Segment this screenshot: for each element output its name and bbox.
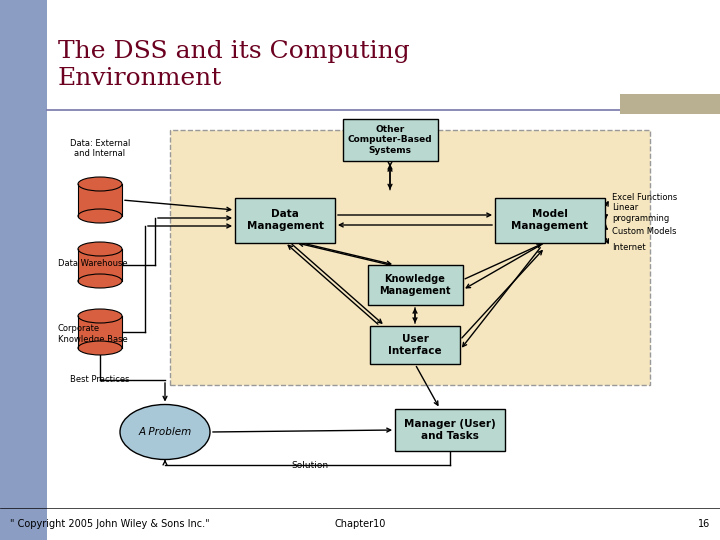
Ellipse shape: [78, 309, 122, 323]
Text: Chapter10: Chapter10: [334, 519, 386, 529]
Text: Environment: Environment: [58, 67, 222, 90]
Text: 16: 16: [698, 519, 710, 529]
Text: Excel Functions: Excel Functions: [612, 193, 678, 202]
Text: Corporate
Knowledge Base: Corporate Knowledge Base: [58, 325, 127, 343]
Bar: [370, 326, 460, 364]
Text: " Copyright 2005 John Wiley & Sons Inc.": " Copyright 2005 John Wiley & Sons Inc.": [10, 519, 210, 529]
Ellipse shape: [120, 404, 210, 460]
Text: User
Interface: User Interface: [388, 334, 442, 356]
Ellipse shape: [78, 341, 122, 355]
Bar: [0, 0, 47, 540]
Text: Manager (User)
and Tasks: Manager (User) and Tasks: [404, 419, 496, 441]
Text: Best Practices: Best Practices: [71, 375, 130, 384]
Text: Linear
programming: Linear programming: [612, 203, 670, 222]
Text: Other
Computer-Based
Systems: Other Computer-Based Systems: [348, 125, 432, 155]
Ellipse shape: [78, 209, 122, 223]
Text: Solution: Solution: [292, 461, 328, 469]
Bar: [367, 265, 462, 305]
Bar: [495, 198, 605, 242]
Text: Custom Models: Custom Models: [612, 227, 677, 237]
Bar: [235, 198, 335, 242]
Ellipse shape: [78, 242, 122, 256]
Text: The DSS and its Computing: The DSS and its Computing: [58, 40, 410, 63]
Text: Data
Management: Data Management: [246, 209, 323, 231]
Text: Knowledge
Management: Knowledge Management: [379, 274, 451, 296]
Text: Internet: Internet: [612, 242, 646, 252]
Bar: [78, 249, 122, 281]
Ellipse shape: [78, 177, 122, 191]
Text: Model
Management: Model Management: [511, 209, 588, 231]
Bar: [395, 409, 505, 451]
Bar: [78, 316, 122, 348]
Text: Data: External
and Internal: Data: External and Internal: [70, 139, 130, 158]
Text: Data Warehouse: Data Warehouse: [58, 259, 127, 267]
Bar: [343, 119, 438, 161]
Ellipse shape: [78, 274, 122, 288]
Bar: [620, 94, 720, 114]
Bar: [78, 184, 122, 216]
Bar: [170, 130, 650, 385]
Text: A Problem: A Problem: [138, 427, 192, 437]
